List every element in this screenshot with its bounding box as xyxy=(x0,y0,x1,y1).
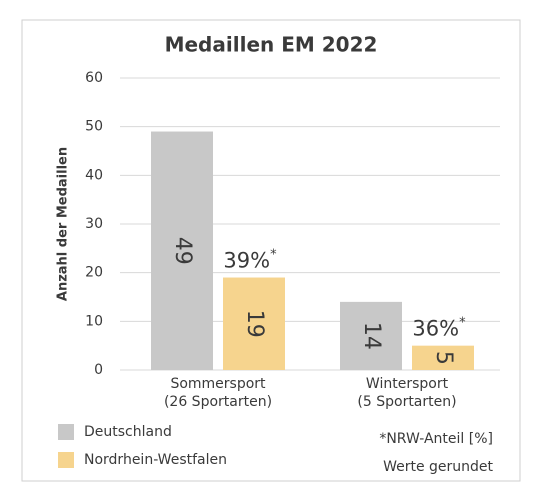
annotation-mark: * xyxy=(459,315,466,330)
x-tick-label: Sommersport xyxy=(170,376,266,392)
y-tick-label: 30 xyxy=(85,216,103,232)
y-tick-label: 20 xyxy=(85,265,103,281)
note: Werte gerundet xyxy=(383,459,493,475)
annotation-mark: * xyxy=(270,247,277,262)
y-axis-label: Anzahl der Medaillen xyxy=(56,147,71,301)
bar xyxy=(223,277,285,370)
legend-label: Nordrhein-Westfalen xyxy=(84,452,227,468)
chart-title: Medaillen EM 2022 xyxy=(165,33,378,57)
bar xyxy=(340,301,402,370)
y-tick-label: 40 xyxy=(85,167,103,183)
note: *NRW-Anteil [%] xyxy=(379,431,493,447)
bar-value-label: 14 xyxy=(359,322,384,350)
annotation: 39%* xyxy=(223,247,277,273)
frame xyxy=(21,19,521,482)
annotation-value: 36% xyxy=(412,317,459,341)
legend-label: Deutschland xyxy=(84,424,172,440)
bar xyxy=(151,131,213,370)
y-tick-label: 50 xyxy=(85,119,103,135)
y-tick-label: 0 xyxy=(94,362,103,378)
legend-swatch xyxy=(58,452,74,468)
x-tick-label: (26 Sportarten) xyxy=(164,394,272,410)
y-tick-label: 10 xyxy=(85,313,103,329)
bar-value-label: 49 xyxy=(170,237,195,265)
bar-value-label: 19 xyxy=(242,310,267,338)
annotation: 36%* xyxy=(412,315,466,341)
legend-swatch xyxy=(58,424,74,440)
bar-value-label: 5 xyxy=(431,351,456,365)
bar xyxy=(412,345,474,370)
annotation-value: 39% xyxy=(223,249,270,273)
x-tick-label: Wintersport xyxy=(366,376,449,392)
x-tick-label: (5 Sportarten) xyxy=(357,394,456,410)
y-tick-label: 60 xyxy=(85,70,103,86)
